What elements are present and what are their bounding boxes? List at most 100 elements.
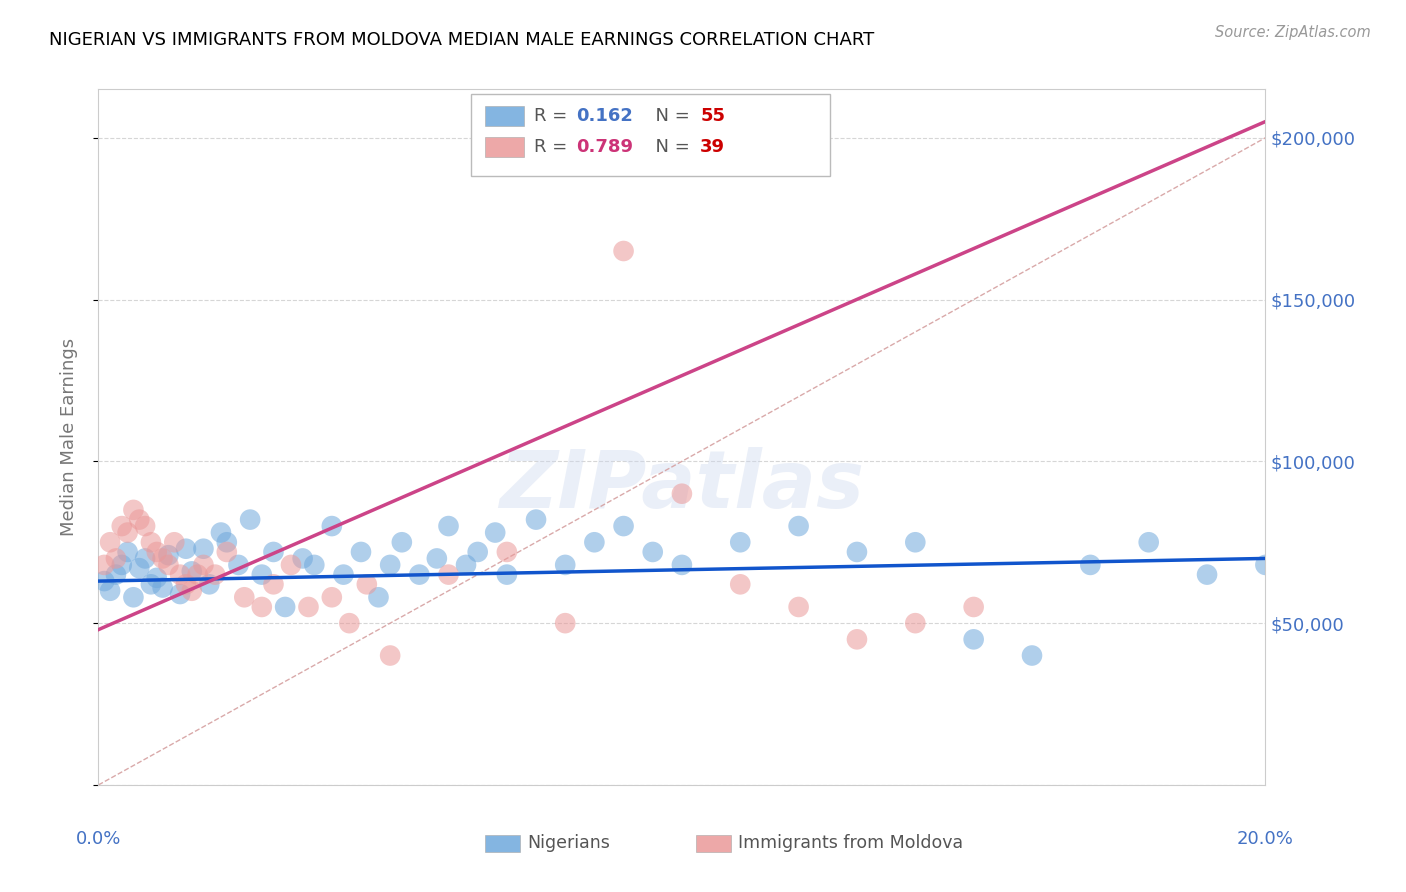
Point <box>180 565 202 579</box>
Point <box>174 541 197 556</box>
Point <box>641 545 664 559</box>
Point <box>134 519 156 533</box>
Point <box>904 535 927 549</box>
Point <box>157 548 180 562</box>
Text: 0.162: 0.162 <box>576 107 633 125</box>
Point <box>122 503 145 517</box>
Point <box>122 591 145 605</box>
Point <box>332 567 354 582</box>
Point <box>904 616 927 631</box>
Point <box>139 577 162 591</box>
Point <box>280 558 302 572</box>
Point <box>233 591 256 605</box>
Text: Nigerians: Nigerians <box>527 834 610 852</box>
Point <box>321 519 343 533</box>
Point <box>554 558 576 572</box>
Point <box>612 519 634 533</box>
Point <box>157 558 180 572</box>
Point <box>378 648 402 663</box>
Point <box>204 567 226 582</box>
Point <box>337 616 360 631</box>
Point <box>128 561 150 575</box>
Point <box>845 545 868 559</box>
Text: R =: R = <box>534 138 574 156</box>
Point <box>209 525 232 540</box>
Point <box>1021 648 1043 663</box>
Point <box>495 567 517 582</box>
Text: N =: N = <box>644 138 696 156</box>
Point <box>671 486 693 500</box>
Point <box>391 535 413 549</box>
Text: 20.0%: 20.0% <box>1237 830 1294 848</box>
Point <box>262 577 284 591</box>
Point <box>228 558 250 572</box>
Point <box>350 545 373 559</box>
Point <box>1254 558 1277 572</box>
Point <box>297 599 319 614</box>
Point <box>437 567 460 582</box>
Point <box>262 545 284 559</box>
Point <box>291 551 314 566</box>
Text: NIGERIAN VS IMMIGRANTS FROM MOLDOVA MEDIAN MALE EARNINGS CORRELATION CHART: NIGERIAN VS IMMIGRANTS FROM MOLDOVA MEDI… <box>49 31 875 49</box>
Point <box>962 632 984 647</box>
Point <box>962 599 984 614</box>
Point <box>139 535 162 549</box>
Text: N =: N = <box>644 107 696 125</box>
Point <box>128 513 150 527</box>
Point <box>169 567 191 582</box>
Point <box>495 545 517 559</box>
Point <box>728 535 751 549</box>
Point <box>93 558 115 572</box>
Point <box>134 551 156 566</box>
Point <box>98 535 121 549</box>
Point <box>215 545 238 559</box>
Text: 39: 39 <box>700 138 725 156</box>
Point <box>180 583 202 598</box>
Point <box>671 558 693 572</box>
Point <box>454 558 477 572</box>
Point <box>484 525 506 540</box>
Point <box>250 599 273 614</box>
Point <box>367 591 389 605</box>
Point <box>215 535 238 549</box>
Point <box>93 574 115 588</box>
Text: R =: R = <box>534 107 574 125</box>
Point <box>787 519 810 533</box>
Point <box>169 587 191 601</box>
Point <box>198 577 221 591</box>
Point <box>146 571 169 585</box>
Text: Immigrants from Moldova: Immigrants from Moldova <box>738 834 963 852</box>
Text: 0.0%: 0.0% <box>76 830 121 848</box>
Point <box>274 599 297 614</box>
Point <box>104 551 127 566</box>
Point <box>467 545 489 559</box>
Y-axis label: Median Male Earnings: Median Male Earnings <box>59 338 77 536</box>
Point <box>117 545 139 559</box>
Point <box>583 535 606 549</box>
Point <box>1080 558 1102 572</box>
Point <box>117 525 139 540</box>
Point <box>304 558 326 572</box>
Text: 0.789: 0.789 <box>576 138 634 156</box>
Point <box>146 545 169 559</box>
Point <box>612 244 634 258</box>
Point <box>187 567 209 582</box>
Point <box>408 567 430 582</box>
Point <box>1137 535 1160 549</box>
Point <box>152 581 174 595</box>
Text: ZIPatlas: ZIPatlas <box>499 447 865 524</box>
Point <box>787 599 810 614</box>
Point <box>152 551 174 566</box>
Point <box>554 616 576 631</box>
Text: 55: 55 <box>700 107 725 125</box>
Point <box>104 567 127 582</box>
Point <box>378 558 402 572</box>
Point <box>174 577 197 591</box>
Point <box>193 541 215 556</box>
Point <box>250 567 273 582</box>
Point <box>111 558 134 572</box>
Point <box>111 519 134 533</box>
Point <box>728 577 751 591</box>
Point <box>524 513 547 527</box>
Point <box>1195 567 1218 582</box>
